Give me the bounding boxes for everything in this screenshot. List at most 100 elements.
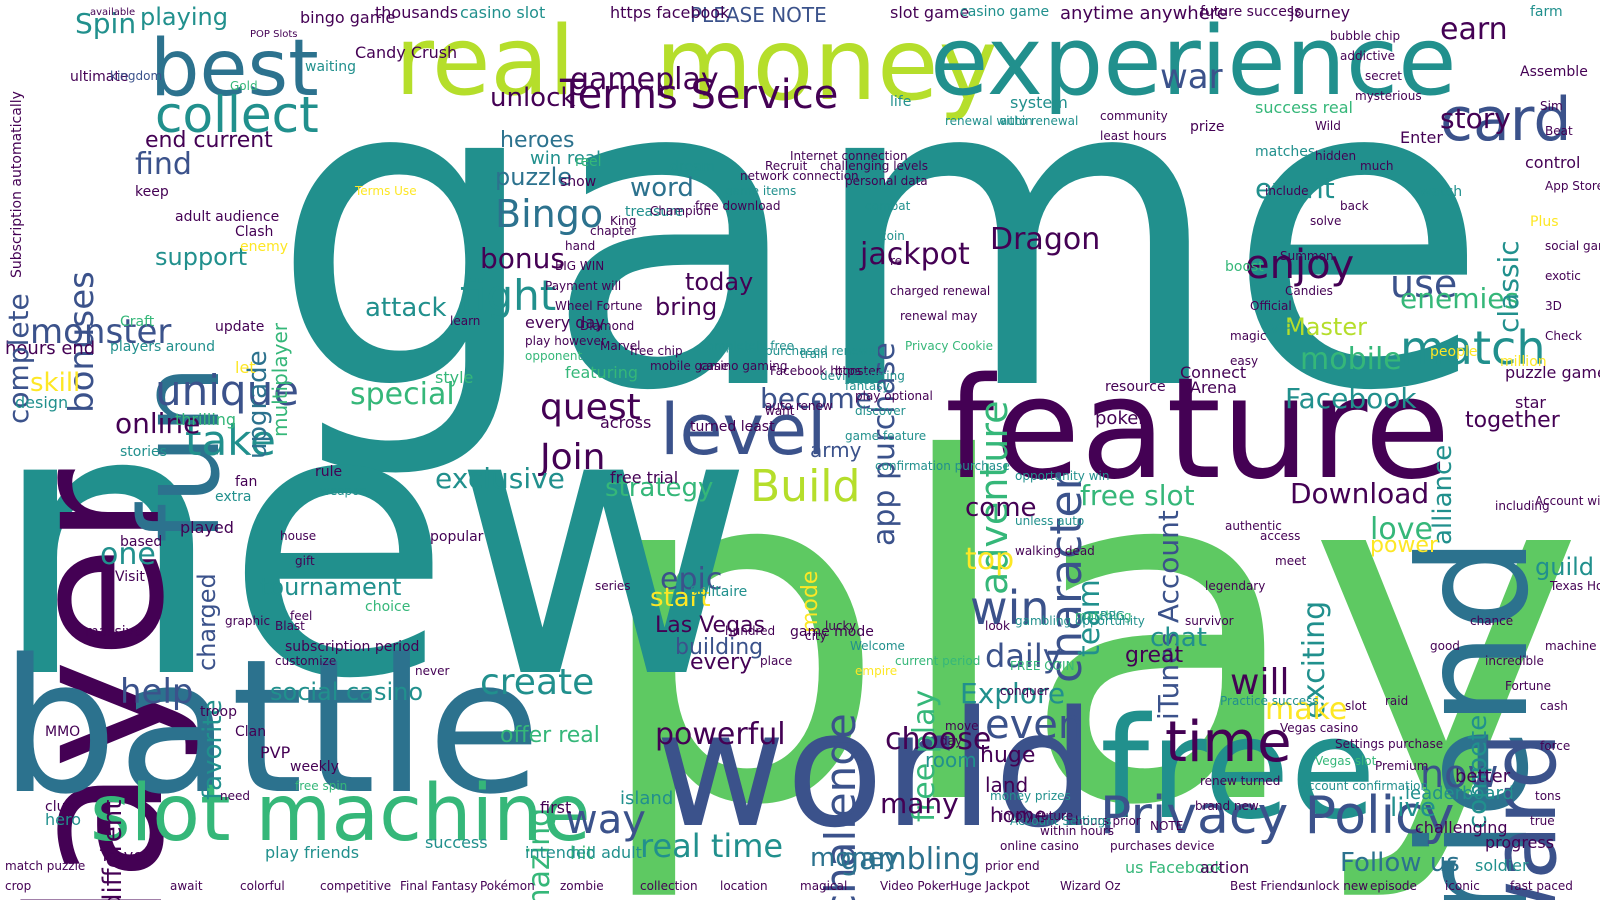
cloud-word: matching — [1075, 609, 1132, 623]
cloud-word: Best Friends — [1230, 879, 1304, 893]
cloud-word: life — [890, 94, 912, 110]
cloud-word: confirmation purchase — [875, 459, 1010, 473]
cloud-word: island — [620, 788, 674, 809]
cloud-word: auto renew — [765, 399, 833, 413]
cloud-word: Enter — [1400, 128, 1443, 147]
cloud-word: play friends — [265, 843, 360, 862]
cloud-word: Assemble — [1520, 64, 1588, 80]
cloud-word: together — [1465, 408, 1560, 433]
cloud-word: combat — [865, 199, 911, 213]
cloud-word: club — [45, 799, 75, 815]
cloud-word: top — [965, 542, 1015, 577]
cloud-word: booster — [835, 364, 881, 378]
cloud-word: farm — [1530, 4, 1563, 20]
cloud-word: support — [155, 243, 248, 271]
cloud-word: fan — [235, 474, 258, 490]
cloud-word: addictive — [1340, 49, 1396, 63]
cloud-word: Beat — [1545, 124, 1573, 138]
cloud-word: one — [100, 537, 156, 572]
cloud-word: include — [1265, 184, 1309, 198]
cloud-word: money — [810, 843, 900, 873]
cloud-word: Privacy Cookie — [905, 339, 993, 353]
cloud-word: story — [1440, 102, 1511, 135]
cloud-word: unlock — [490, 83, 576, 113]
cloud-word: jackpot — [860, 237, 970, 272]
cloud-word: Pokémon — [480, 879, 535, 893]
cloud-word: Settings purchase — [1335, 737, 1444, 751]
cloud-word: Practice success — [1220, 694, 1319, 708]
cloud-word: quest — [540, 387, 641, 428]
cloud-word: game items — [725, 184, 797, 198]
cloud-word: zombie — [560, 879, 604, 893]
cloud-word: event — [1255, 172, 1335, 205]
cloud-word: never — [415, 664, 450, 678]
cloud-word: Wheel Fortune — [555, 299, 643, 313]
cloud-word: MMO — [45, 724, 81, 740]
cloud-word: game — [270, 0, 1490, 485]
cloud-word: least hours — [1100, 129, 1167, 143]
cloud-word: resource — [1105, 379, 1166, 395]
cloud-word: unlock new — [1300, 879, 1369, 893]
cloud-word: level — [660, 389, 827, 471]
cloud-word: 3D — [1545, 299, 1562, 313]
cloud-word: hours end — [5, 338, 96, 359]
cloud-word: card — [1440, 85, 1572, 155]
cloud-word: every day — [525, 313, 605, 332]
cloud-word: classic — [1492, 240, 1525, 333]
cloud-word: leaderboard — [1405, 783, 1514, 804]
cloud-word: magic — [1230, 329, 1267, 343]
cloud-word: online — [115, 407, 201, 440]
cloud-word: weapon — [320, 484, 368, 498]
cloud-word: game mode — [790, 624, 874, 640]
cloud-word: Privacy Policy — [1100, 786, 1455, 846]
cloud-word: await — [170, 879, 203, 893]
cloud-word: Plus — [1530, 214, 1559, 230]
cloud-word: Dragon — [990, 222, 1101, 257]
cloud-word: personal data — [845, 174, 928, 188]
cloud-word: Spin — [75, 7, 137, 40]
cloud-word: machine — [1545, 639, 1597, 653]
cloud-word: waiting — [305, 59, 357, 75]
cloud-word: journey — [1290, 3, 1351, 22]
cloud-word: incredible — [1485, 654, 1544, 668]
cloud-word: Texas Hold — [1550, 579, 1600, 593]
cloud-word: players around — [110, 339, 215, 355]
cloud-word: hundred — [725, 624, 776, 638]
cloud-word: us Facebook — [1125, 858, 1224, 877]
cloud-word: much — [1360, 159, 1394, 173]
cloud-word: Account confirmation — [1300, 779, 1429, 793]
cloud-word: Solitaire — [690, 584, 748, 600]
cloud-word: hit — [570, 843, 594, 864]
cloud-word: community — [1100, 109, 1168, 123]
cloud-word: series — [595, 579, 631, 593]
cloud-word: dream — [670, 159, 716, 175]
cloud-word: King — [610, 214, 637, 228]
cloud-word: army — [810, 438, 862, 462]
cloud-word: intended adult — [525, 843, 642, 862]
cloud-word: create — [480, 662, 595, 703]
cloud-word: poker — [1095, 408, 1146, 429]
cloud-word: free — [1100, 688, 1377, 851]
cloud-word: system — [1010, 93, 1068, 112]
cloud-word: future success — [1200, 4, 1302, 20]
cloud-word: Fortune — [1505, 679, 1552, 693]
cloud-word: experience — [930, 7, 1457, 117]
cloud-word: game feature — [845, 429, 927, 443]
cloud-word: bingo game — [300, 8, 396, 27]
cloud-word: discover — [855, 404, 906, 418]
cloud-word: casino game — [960, 4, 1050, 20]
cloud-word: fast paced — [1510, 879, 1573, 893]
cloud-word: solve — [1310, 214, 1342, 228]
cloud-word: Visit — [115, 569, 145, 585]
cloud-word: Bingo — [495, 192, 604, 236]
cloud-word: even — [985, 702, 1084, 748]
cloud-word: fantasy — [845, 379, 890, 393]
cloud-word: turned least — [690, 419, 775, 435]
cloud-word: Final Fantasy — [400, 879, 478, 893]
cloud-word: action — [1200, 858, 1250, 877]
cloud-word: easy — [1230, 354, 1259, 368]
cloud-word: prior end — [985, 859, 1040, 873]
cloud-word: VIP — [1270, 321, 1293, 337]
cloud-word: design — [15, 393, 69, 412]
